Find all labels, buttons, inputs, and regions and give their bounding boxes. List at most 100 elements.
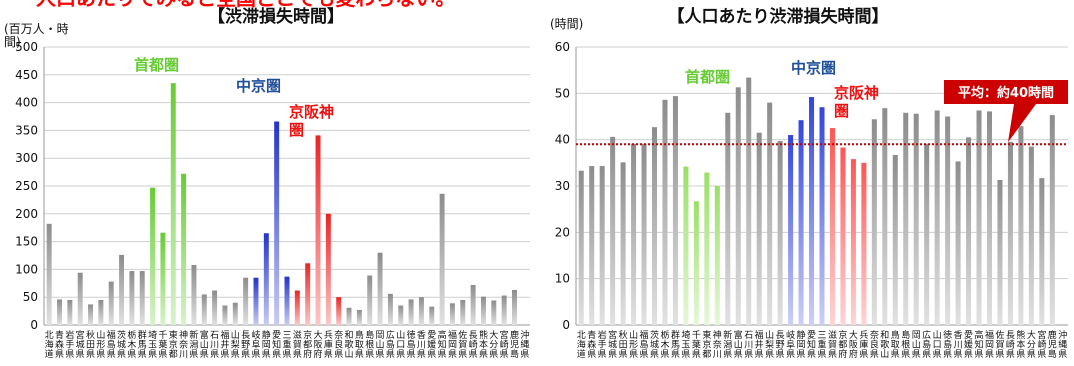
x-tick-label: 福島県 xyxy=(107,329,116,360)
x-tick-label: 長崎県 xyxy=(469,330,478,360)
chart-title: 【渋滞損失時間】 xyxy=(208,6,344,27)
bar-山口 xyxy=(398,305,404,325)
x-tick-label: 高知県 xyxy=(438,329,447,360)
bar-岩手 xyxy=(67,299,73,325)
x-tick-label: 奈良県 xyxy=(870,329,879,360)
x-tick-label: 富山県 xyxy=(200,329,209,360)
x-tick-label: 長崎県 xyxy=(1006,330,1015,360)
average-label: 平均：約40時間 xyxy=(958,85,1054,101)
y-tick-label: 400 xyxy=(15,96,38,110)
x-tick-label: 宮城県 xyxy=(76,329,85,360)
bar-静岡 xyxy=(798,120,804,325)
x-tick-label: 大分県 xyxy=(1027,329,1036,360)
chart-title: 【人口あたり渋滞損失時間】 xyxy=(668,6,889,27)
x-tick-label: 青森県 xyxy=(55,329,64,360)
x-tick-label: 千葉県 xyxy=(158,330,167,360)
x-tick-label: 山梨県 xyxy=(765,330,774,360)
bar-宮崎 xyxy=(1039,178,1045,325)
bar-和歌山 xyxy=(882,108,888,325)
x-tick-label: 広島県 xyxy=(922,329,931,360)
x-tick-label: 秋田県 xyxy=(619,329,628,360)
bar-岐阜 xyxy=(253,277,259,325)
x-tick-label: 石川県 xyxy=(744,331,753,360)
x-tick-label: 岩手県 xyxy=(598,329,607,360)
x-tick-label: 香川県 xyxy=(954,330,963,360)
y-tick-label: 10 xyxy=(555,272,570,286)
y-tick-label: 250 xyxy=(15,179,38,193)
bar-奈良 xyxy=(871,119,877,325)
bar-千葉 xyxy=(693,201,699,325)
x-tick-label: 群馬県 xyxy=(138,329,147,360)
x-tick-label: 新潟県 xyxy=(189,329,198,360)
region-annotation: 京阪神圏 xyxy=(834,84,879,120)
y-tick-label: 50 xyxy=(555,86,570,100)
x-tick-label: 三重県 xyxy=(282,331,291,360)
x-tick-label: 栃木県 xyxy=(127,329,136,360)
x-tick-label: 山口県 xyxy=(933,330,942,360)
bar-滋賀 xyxy=(294,290,300,325)
y-tick-label: 150 xyxy=(15,235,38,249)
x-tick-label: 愛媛県 xyxy=(427,329,436,360)
bar-山梨 xyxy=(767,102,773,325)
bar-福島 xyxy=(108,281,114,325)
bar-大阪 xyxy=(315,135,321,325)
y-tick-label: 30 xyxy=(555,179,570,193)
x-tick-label: 福井県 xyxy=(755,329,764,360)
x-tick-label: 岩手県 xyxy=(65,329,74,360)
bar-群馬 xyxy=(139,271,145,325)
y-tick-label: 450 xyxy=(15,68,38,82)
region-annotation: 首都圏 xyxy=(685,68,730,86)
bar-千葉 xyxy=(160,232,166,325)
x-tick-label: 山口県 xyxy=(396,330,405,360)
bar-佐賀 xyxy=(460,299,466,325)
region-annotation: 中京圏 xyxy=(791,59,836,77)
bar-愛知 xyxy=(274,121,280,325)
bar-和歌山 xyxy=(346,307,352,325)
x-tick-label: 鹿児島 xyxy=(510,329,519,360)
x-tick-label: 岡山県 xyxy=(912,330,921,360)
x-tick-label: 奈良県 xyxy=(334,329,343,360)
x-tick-label: 長野県 xyxy=(241,330,250,360)
bar-埼玉 xyxy=(683,166,689,325)
y-tick-label: 350 xyxy=(15,123,38,137)
bar-島根 xyxy=(367,275,373,325)
x-tick-label: 愛知県 xyxy=(272,329,281,360)
bar-青森 xyxy=(589,166,595,325)
x-tick-label: 滋賀県 xyxy=(828,329,837,360)
x-tick-label: 群馬県 xyxy=(671,329,680,360)
x-tick-label: 鳥取県 xyxy=(355,329,364,360)
x-tick-label: 徳島県 xyxy=(943,329,952,360)
bar-山形 xyxy=(98,299,104,325)
bar-高知 xyxy=(976,110,982,325)
x-tick-label: 宮崎県 xyxy=(500,329,509,360)
y-tick-label: 200 xyxy=(15,207,38,221)
bar-京都 xyxy=(305,263,311,325)
x-tick-label: 島根県 xyxy=(365,329,374,360)
bar-茨城 xyxy=(651,127,658,325)
x-tick-label: 熊本県 xyxy=(1016,329,1025,360)
x-tick-label: 鳥取県 xyxy=(891,329,900,360)
bar-鳥取 xyxy=(356,309,362,325)
bar-鹿児島 xyxy=(1049,115,1055,325)
x-tick-label: 愛知県 xyxy=(807,329,816,360)
bar-宮城 xyxy=(610,136,616,325)
bar-福井 xyxy=(222,305,228,325)
x-tick-label: 栃木県 xyxy=(660,329,669,360)
x-tick-label: 京都府 xyxy=(303,329,312,360)
y-tick-label: 0 xyxy=(562,318,570,332)
y-tick-label: 100 xyxy=(15,262,38,276)
x-tick-label: 宮城県 xyxy=(608,329,617,360)
x-tick-label: 北海道 xyxy=(577,330,586,360)
x-tick-label: 宮崎県 xyxy=(1037,329,1046,360)
bar-大分 xyxy=(491,300,497,325)
bar-香川 xyxy=(418,297,424,325)
x-tick-label: 埼玉県 xyxy=(148,329,157,360)
bar-石川 xyxy=(746,77,752,325)
x-tick-label: 茨城県 xyxy=(117,329,126,360)
bar-埼玉 xyxy=(150,187,156,325)
bar-群馬 xyxy=(672,96,678,325)
x-tick-label: 和歌山 xyxy=(345,330,354,360)
bar-富山 xyxy=(201,294,207,325)
x-tick-label: 京都府 xyxy=(838,329,847,360)
bar-岡山 xyxy=(377,252,383,325)
